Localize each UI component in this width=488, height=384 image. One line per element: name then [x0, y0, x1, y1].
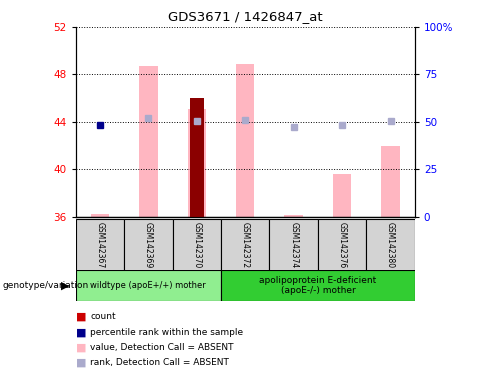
FancyBboxPatch shape: [124, 219, 173, 271]
FancyBboxPatch shape: [318, 219, 366, 271]
Bar: [285, 215, 303, 217]
Bar: [381, 146, 400, 217]
Text: ■: ■: [76, 312, 86, 322]
Bar: [187, 109, 206, 217]
Text: ■: ■: [76, 327, 86, 337]
FancyBboxPatch shape: [221, 270, 415, 301]
Text: GSM142369: GSM142369: [144, 222, 153, 268]
Text: ■: ■: [76, 343, 86, 353]
Bar: [236, 64, 254, 217]
Bar: [139, 66, 158, 217]
FancyBboxPatch shape: [76, 219, 124, 271]
Text: GSM142380: GSM142380: [386, 222, 395, 268]
Text: ▶: ▶: [61, 281, 69, 291]
Text: genotype/variation: genotype/variation: [2, 281, 89, 290]
FancyBboxPatch shape: [366, 219, 415, 271]
Text: GSM142376: GSM142376: [338, 222, 346, 268]
FancyBboxPatch shape: [221, 219, 269, 271]
Text: ■: ■: [76, 358, 86, 368]
Text: apolipoprotein E-deficient
(apoE-/-) mother: apolipoprotein E-deficient (apoE-/-) mot…: [259, 276, 377, 295]
Text: GSM142367: GSM142367: [95, 222, 104, 268]
FancyBboxPatch shape: [76, 270, 221, 301]
Text: GSM142372: GSM142372: [241, 222, 250, 268]
Text: GSM142370: GSM142370: [192, 222, 201, 268]
Text: wildtype (apoE+/+) mother: wildtype (apoE+/+) mother: [90, 281, 206, 290]
Text: GSM142374: GSM142374: [289, 222, 298, 268]
FancyBboxPatch shape: [269, 219, 318, 271]
Text: count: count: [90, 312, 116, 321]
Text: rank, Detection Call = ABSENT: rank, Detection Call = ABSENT: [90, 358, 229, 367]
FancyBboxPatch shape: [173, 219, 221, 271]
Text: percentile rank within the sample: percentile rank within the sample: [90, 328, 244, 337]
Title: GDS3671 / 1426847_at: GDS3671 / 1426847_at: [168, 10, 323, 23]
Bar: [333, 174, 351, 217]
Text: value, Detection Call = ABSENT: value, Detection Call = ABSENT: [90, 343, 234, 352]
Bar: [91, 214, 109, 217]
Bar: [189, 98, 204, 217]
